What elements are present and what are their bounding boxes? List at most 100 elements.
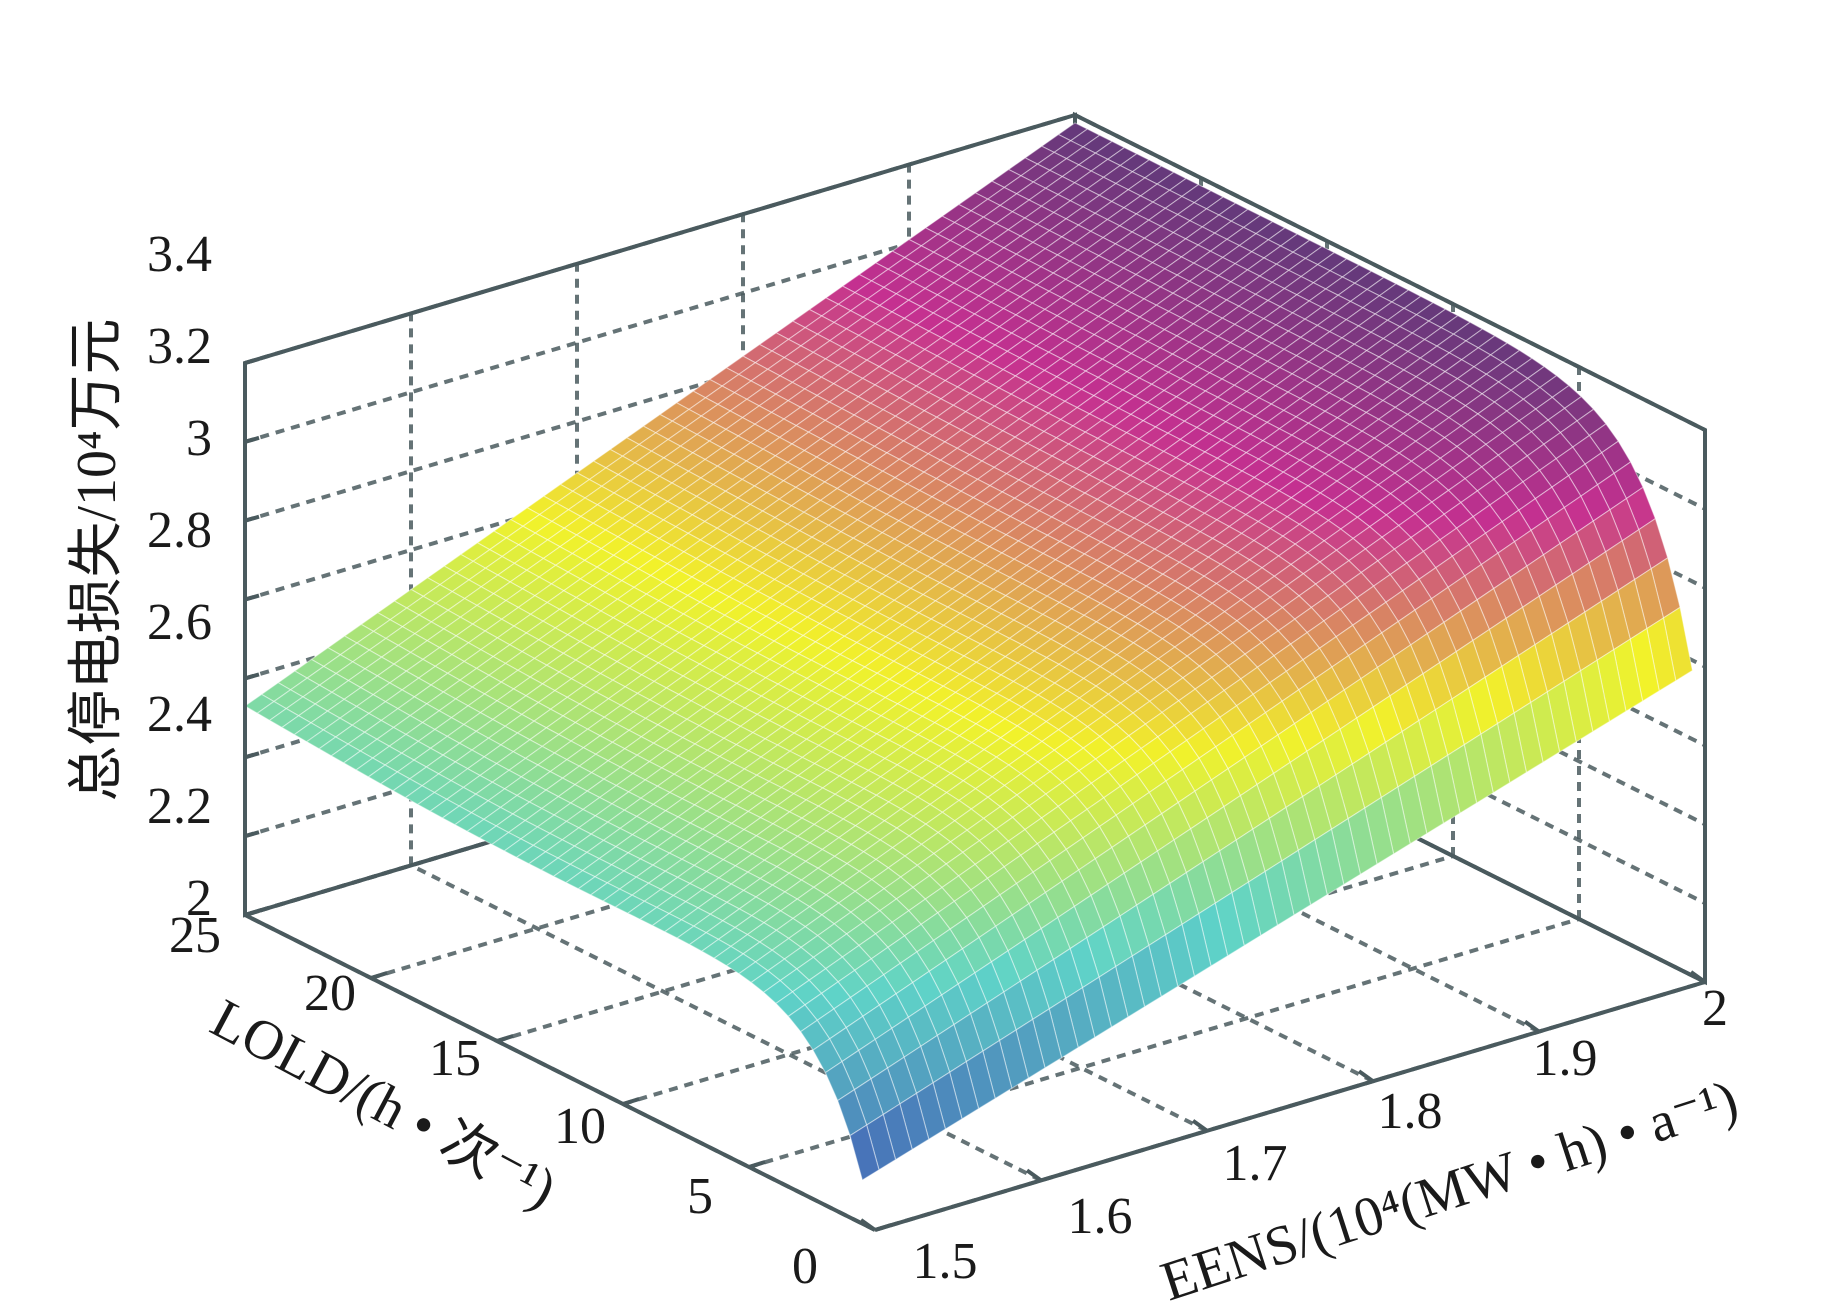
surface-patch [829,933,860,958]
surface-patch [557,783,589,804]
eens-axis-line [874,980,1706,1232]
surface-patch [586,778,618,799]
surface-patch [881,520,913,540]
z-axis-label: 总停电损失/10⁴万元 [66,318,128,801]
surface-patch [800,934,831,958]
z-tick-label: 2.2 [147,778,212,835]
y-tick-label: 20 [304,965,356,1022]
lold-axis-line [244,913,876,1232]
surface-patch [727,707,759,727]
surface-patch [862,1004,893,1041]
surface-patch [902,367,934,387]
surface-patch [920,765,952,786]
surface-patch [788,860,820,881]
surface-patch [774,443,806,463]
surface-patch [1002,235,1034,255]
surface-patch [795,956,827,981]
surface-patch [569,790,601,811]
surface-patch [724,416,756,437]
x-tick-mark [1523,1019,1541,1034]
surface-patch [610,791,643,811]
surface-patch [703,509,735,529]
surface-patch [949,1060,980,1120]
x-tick-label: 1.8 [1378,1083,1443,1140]
surface-patch [932,1071,963,1130]
surface-patch [579,566,611,587]
surface-patch [619,692,651,713]
surface-patch [574,709,606,730]
surface-patch [989,411,1021,432]
surface-patch [583,547,615,568]
surface-patch [824,346,856,367]
z-axis-ticks: 2 2.2 2.4 2.6 2.8 3 3.2 3.4 [147,226,212,927]
surface-patch [590,760,622,780]
surface-patch [803,376,835,397]
surface-patch [633,512,665,533]
surface-patch [953,210,985,230]
x-tick-label: 1.5 [913,1233,978,1290]
surface-patch [863,654,895,674]
surface-patch [748,615,780,636]
surface-patch [968,442,1000,462]
z-tick-mark [244,751,260,760]
surface-patch [828,328,860,348]
surface-patch [683,415,715,436]
surface-patch [1001,418,1033,438]
surface-patch [814,567,846,588]
surface-patch [796,886,828,908]
surface-patch [952,392,984,413]
surface-patch [973,301,1005,322]
surface-patch [899,263,931,283]
surface-patch [472,548,504,569]
surface-patch [806,604,838,625]
surface-patch [824,285,857,305]
surface-patch [652,730,684,751]
surface-patch [602,766,634,787]
surface-patch [953,1012,984,1063]
surface-patch [849,1124,880,1181]
surface-patch [812,874,844,896]
surface-patch [791,308,823,329]
surface-patch [673,700,705,720]
surface-patch [487,725,519,746]
surface-patch [890,360,922,381]
surface-patch [756,701,788,722]
surface-patch [853,341,885,361]
surface-patch [861,304,894,325]
surface-patch [285,696,317,717]
surface-patch [839,580,871,601]
surface-patch [902,428,934,449]
surface-patch [903,245,935,265]
surface-patch [846,851,877,872]
surface-patch [794,474,826,495]
surface-patch [852,464,884,484]
surface-patch [811,462,843,483]
surface-patch [940,264,972,284]
surface-patch [600,473,632,494]
z-tick-label: 3 [186,410,212,467]
surface-patch [976,527,1008,548]
surface-patch [943,429,975,449]
surface-patch [437,761,469,782]
y-axis-label: LOLD/(h • 次⁻¹) [201,988,566,1221]
surface-patch [944,246,977,266]
y-tick-label: 25 [169,907,221,964]
surface-patch [882,275,914,295]
surface-patch [495,688,528,709]
surface-patch [862,909,894,935]
surface-patch [533,583,565,604]
surface-patch [706,737,738,758]
surface-patch [770,400,802,420]
surface-patch [799,333,831,354]
surface-patch [624,549,656,570]
surface-patch [355,630,387,651]
surface-patch [982,204,1014,225]
surface-patch [637,494,669,514]
surface-patch [766,356,798,377]
surface-patch [840,396,872,416]
surface-patch [862,839,894,861]
y-tick-label: 5 [687,1168,713,1225]
z-tick-label: 2.6 [147,594,212,651]
surface-patch [645,519,677,540]
